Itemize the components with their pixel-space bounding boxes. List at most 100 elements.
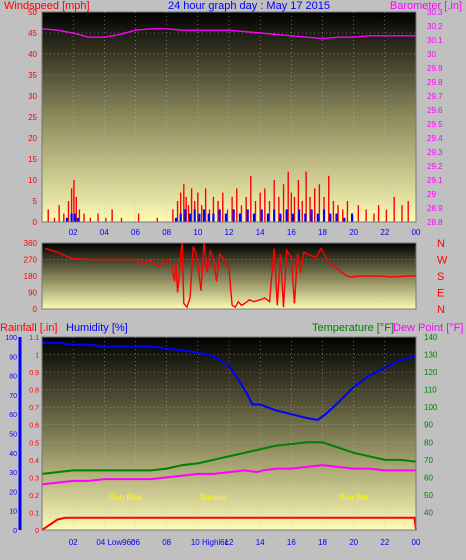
wind-x-tick-label: 02 <box>69 228 78 237</box>
barometer-y-tick-label: 29.9 <box>427 64 443 73</box>
wind-y-tick-label: 25 <box>28 113 37 122</box>
wind-y-tick-label: 10 <box>28 176 37 185</box>
combo-x-overlay-label: 04 Low96c <box>96 538 135 547</box>
direction-y-tick-label: 90 <box>28 289 37 298</box>
humidity-y-tick-label: 10 <box>9 509 17 516</box>
temperature-y-tick-label: 100 <box>424 403 438 412</box>
humidity-y-tick-label: 70 <box>9 393 17 400</box>
barometer-y-tick-label: 29.3 <box>427 148 443 157</box>
temperature-y-tick-label: 140 <box>424 333 438 342</box>
temperature-y-tick-label: 50 <box>424 491 433 500</box>
combo-x-tick-label: 20 <box>349 538 358 547</box>
humidity-y-tick-label: 60 <box>9 412 17 419</box>
sun-annotation: Sunrise <box>200 493 228 502</box>
barometer-axis-label: Barometer [.in] <box>390 0 462 12</box>
barometer-y-tick-label: 30.3 <box>427 8 443 17</box>
wind-y-tick-label: 30 <box>28 92 37 101</box>
rain-y-tick-label: 1 <box>35 353 39 360</box>
combo-x-tick-label: 16 <box>287 538 296 547</box>
temperature-y-tick-label: 120 <box>424 368 438 377</box>
combo-x-tick-label: 08 <box>162 538 171 547</box>
direction-line <box>44 242 416 309</box>
combo-x-overlay-label: 10 Highl6c <box>191 538 229 547</box>
rain-y-tick-label: 0 <box>35 528 39 535</box>
barometer-y-tick-label: 30.2 <box>427 22 443 31</box>
barometer-y-tick-label: 29.1 <box>427 176 443 185</box>
combo-panel-frame <box>41 336 417 531</box>
humidity-axis-label: Humidity [%] <box>66 322 128 334</box>
combo-x-tick-label: 22 <box>380 538 389 547</box>
rain-y-tick-label: 0.8 <box>29 388 39 395</box>
direction-y-tick-label: 0 <box>33 305 38 314</box>
temperature-y-tick-label: 90 <box>424 421 433 430</box>
rain-y-tick-label: 1.1 <box>29 335 39 342</box>
combo-x-tick-label: 02 <box>69 538 78 547</box>
wind-y-tick-label: 50 <box>28 8 37 17</box>
sun-annotation: Sun Set <box>339 493 368 502</box>
barometer-y-tick-label: 29.5 <box>427 120 443 129</box>
temperature-axis-label: Temperature [°F] <box>312 322 394 334</box>
humidity-y-tick-label: 100 <box>5 335 17 342</box>
wind-y-tick-label: 5 <box>33 197 38 206</box>
sun-annotation: Sun Rise <box>110 493 143 502</box>
barometer-y-tick-label: 29.8 <box>427 78 443 87</box>
compass-label: W <box>437 255 448 267</box>
combo-x-tick-label: 18 <box>318 538 327 547</box>
wind-y-tick-label: 35 <box>28 71 37 80</box>
rain-y-tick-label: 0.5 <box>29 440 39 447</box>
dewpoint-line <box>41 464 416 486</box>
humidity-y-tick-label: 20 <box>9 489 17 496</box>
combo-x-tick-label: 06 <box>131 538 140 547</box>
barometer-y-tick-label: 29 <box>427 190 436 199</box>
wind-x-tick-label: 14 <box>256 228 265 237</box>
direction-y-tick-label: 270 <box>24 256 38 265</box>
rain-y-tick-label: 0.7 <box>29 405 39 412</box>
wind-x-tick-label: 08 <box>162 228 171 237</box>
rain-y-tick-label: 0.1 <box>29 510 39 517</box>
rain-y-tick-label: 0.9 <box>29 370 39 377</box>
barometer-y-tick-label: 29.6 <box>427 106 443 115</box>
humidity-y-tick-label: 90 <box>9 354 17 361</box>
wind-x-tick-label: 12 <box>225 228 234 237</box>
wind-x-tick-label: 04 <box>100 228 109 237</box>
temperature-y-tick-label: 40 <box>424 508 433 517</box>
compass-label: S <box>437 271 444 283</box>
compass-label: N <box>437 238 445 250</box>
humidity-y-tick-label: 80 <box>9 374 17 381</box>
wind-panel-frame <box>41 11 417 223</box>
barometer-line <box>41 28 416 40</box>
humidity-y-tick-label: 0 <box>13 528 17 535</box>
combo-x-tick-label: 12 <box>225 538 234 547</box>
temperature-y-tick-label: 110 <box>424 386 437 395</box>
rainfall-axis-label: Rainfall [.in] <box>0 322 57 334</box>
wind-x-tick-label: 22 <box>380 228 389 237</box>
wind-x-tick-label: 18 <box>318 228 327 237</box>
humidity-y-tick-label: 40 <box>9 451 17 458</box>
combo-x-tick-label: 14 <box>256 538 265 547</box>
compass-label: N <box>437 304 445 316</box>
rain-y-tick-label: 0.3 <box>29 475 39 482</box>
dewpoint-axis-label: Dew Point [°F] <box>393 322 463 334</box>
wind-y-tick-label: 20 <box>28 134 37 143</box>
direction-y-tick-label: 180 <box>24 272 38 281</box>
barometer-y-tick-label: 28.8 <box>427 218 443 227</box>
wind-y-tick-label: 40 <box>28 50 37 59</box>
temperature-y-tick-label: 70 <box>424 456 433 465</box>
temperature-line <box>41 441 417 475</box>
direction-y-tick-label: 360 <box>24 239 38 248</box>
barometer-y-tick-label: 29.4 <box>427 134 443 143</box>
wind-y-tick-label: 45 <box>28 29 37 38</box>
wind-y-tick-label: 0 <box>33 218 38 227</box>
barometer-y-tick-label: 29.7 <box>427 92 443 101</box>
wind-y-tick-label: 15 <box>28 155 37 164</box>
humidity-line <box>42 341 417 422</box>
wind-x-tick-label: 16 <box>287 228 296 237</box>
chart-title: 24 hour graph day : May 17 2015 <box>168 0 330 12</box>
combo-x-tick-label: 00 <box>412 538 421 547</box>
rainfall-line <box>41 516 417 531</box>
wind-x-tick-label: 20 <box>349 228 358 237</box>
direction-panel-frame <box>41 242 417 310</box>
temperature-y-tick-label: 80 <box>424 438 433 447</box>
